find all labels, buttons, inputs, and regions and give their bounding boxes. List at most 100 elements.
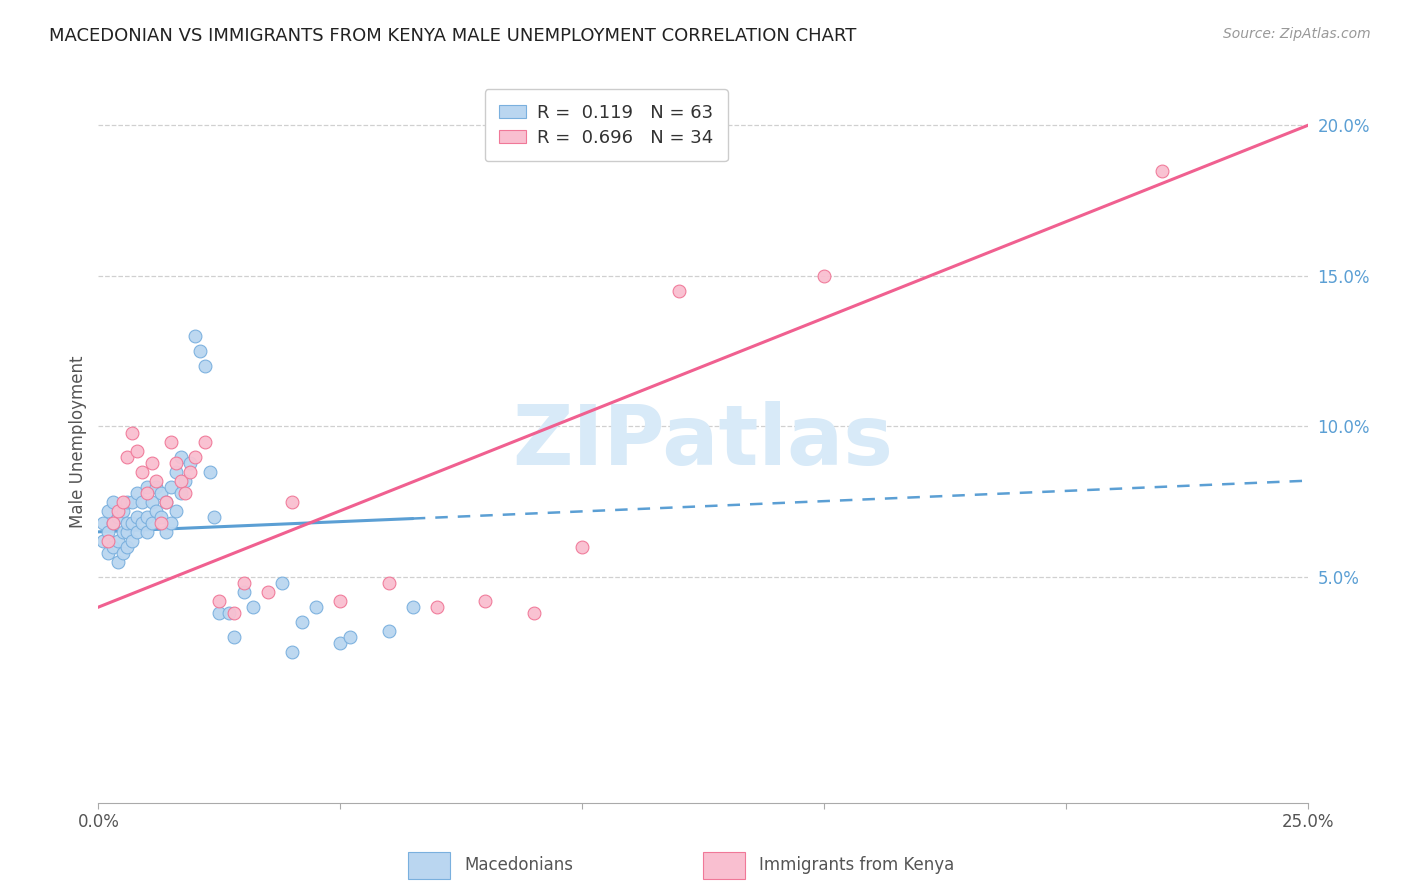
- Point: [1152, 163, 1174, 178]
- Point: [377, 624, 399, 639]
- Point: [305, 600, 328, 615]
- Point: [329, 636, 352, 650]
- Point: [188, 344, 211, 359]
- Point: [131, 494, 153, 508]
- Point: [339, 630, 361, 644]
- Point: [194, 434, 217, 449]
- Point: [208, 594, 231, 608]
- Text: Source: ZipAtlas.com: Source: ZipAtlas.com: [1223, 27, 1371, 41]
- Bar: [408, 852, 450, 879]
- Y-axis label: Male Unemployment: Male Unemployment: [69, 355, 87, 528]
- Point: [813, 268, 835, 283]
- Point: [174, 485, 197, 500]
- Point: [91, 533, 114, 548]
- Point: [222, 606, 245, 620]
- Point: [127, 509, 149, 524]
- Point: [165, 456, 187, 470]
- Point: [101, 516, 124, 530]
- Point: [426, 600, 449, 615]
- Text: ZIPatlas: ZIPatlas: [513, 401, 893, 482]
- Point: [97, 533, 120, 548]
- Point: [169, 485, 191, 500]
- Point: [150, 509, 173, 524]
- Point: [222, 630, 245, 644]
- Point: [135, 524, 157, 539]
- Point: [184, 450, 207, 464]
- Point: [117, 540, 139, 554]
- Point: [165, 504, 187, 518]
- Point: [174, 474, 197, 488]
- Point: [131, 465, 153, 479]
- Point: [271, 576, 294, 591]
- Point: [141, 516, 163, 530]
- Point: [145, 504, 167, 518]
- Point: [155, 524, 177, 539]
- Point: [101, 516, 124, 530]
- Point: [111, 546, 134, 560]
- Point: [194, 359, 217, 374]
- Point: [179, 465, 201, 479]
- Point: [107, 509, 129, 524]
- Point: [127, 485, 149, 500]
- Point: [117, 524, 139, 539]
- Point: [127, 443, 149, 458]
- Point: [97, 504, 120, 518]
- Point: [121, 425, 143, 440]
- Bar: [703, 852, 745, 879]
- Point: [117, 450, 139, 464]
- Point: [160, 434, 183, 449]
- Point: [145, 480, 167, 494]
- Point: [111, 494, 134, 508]
- Point: [184, 329, 207, 343]
- Point: [107, 533, 129, 548]
- Point: [232, 585, 254, 599]
- Point: [165, 465, 187, 479]
- Point: [131, 516, 153, 530]
- Text: Macedonians: Macedonians: [464, 856, 574, 874]
- Point: [101, 494, 124, 508]
- Point: [155, 494, 177, 508]
- Point: [204, 509, 226, 524]
- Point: [141, 494, 163, 508]
- Point: [121, 494, 143, 508]
- Point: [668, 284, 690, 298]
- Point: [127, 524, 149, 539]
- Point: [232, 576, 254, 591]
- Point: [218, 606, 240, 620]
- Point: [135, 485, 157, 500]
- Point: [290, 615, 312, 630]
- Point: [571, 540, 593, 554]
- Point: [145, 474, 167, 488]
- Point: [121, 533, 143, 548]
- Point: [474, 594, 496, 608]
- Point: [242, 600, 264, 615]
- Legend: R =  0.119   N = 63, R =  0.696   N = 34: R = 0.119 N = 63, R = 0.696 N = 34: [485, 89, 728, 161]
- Point: [377, 576, 399, 591]
- Text: Immigrants from Kenya: Immigrants from Kenya: [759, 856, 955, 874]
- Point: [107, 555, 129, 569]
- Point: [141, 456, 163, 470]
- Point: [155, 494, 177, 508]
- Point: [97, 546, 120, 560]
- Point: [198, 465, 221, 479]
- Point: [150, 516, 173, 530]
- Point: [169, 474, 191, 488]
- Point: [91, 516, 114, 530]
- Point: [150, 485, 173, 500]
- Point: [169, 450, 191, 464]
- Point: [160, 516, 183, 530]
- Point: [160, 480, 183, 494]
- Point: [179, 456, 201, 470]
- Point: [281, 645, 304, 659]
- Text: MACEDONIAN VS IMMIGRANTS FROM KENYA MALE UNEMPLOYMENT CORRELATION CHART: MACEDONIAN VS IMMIGRANTS FROM KENYA MALE…: [49, 27, 856, 45]
- Point: [107, 504, 129, 518]
- Point: [135, 480, 157, 494]
- Point: [121, 516, 143, 530]
- Point: [111, 524, 134, 539]
- Point: [101, 540, 124, 554]
- Point: [329, 594, 352, 608]
- Point: [117, 516, 139, 530]
- Point: [208, 606, 231, 620]
- Point: [117, 494, 139, 508]
- Point: [402, 600, 425, 615]
